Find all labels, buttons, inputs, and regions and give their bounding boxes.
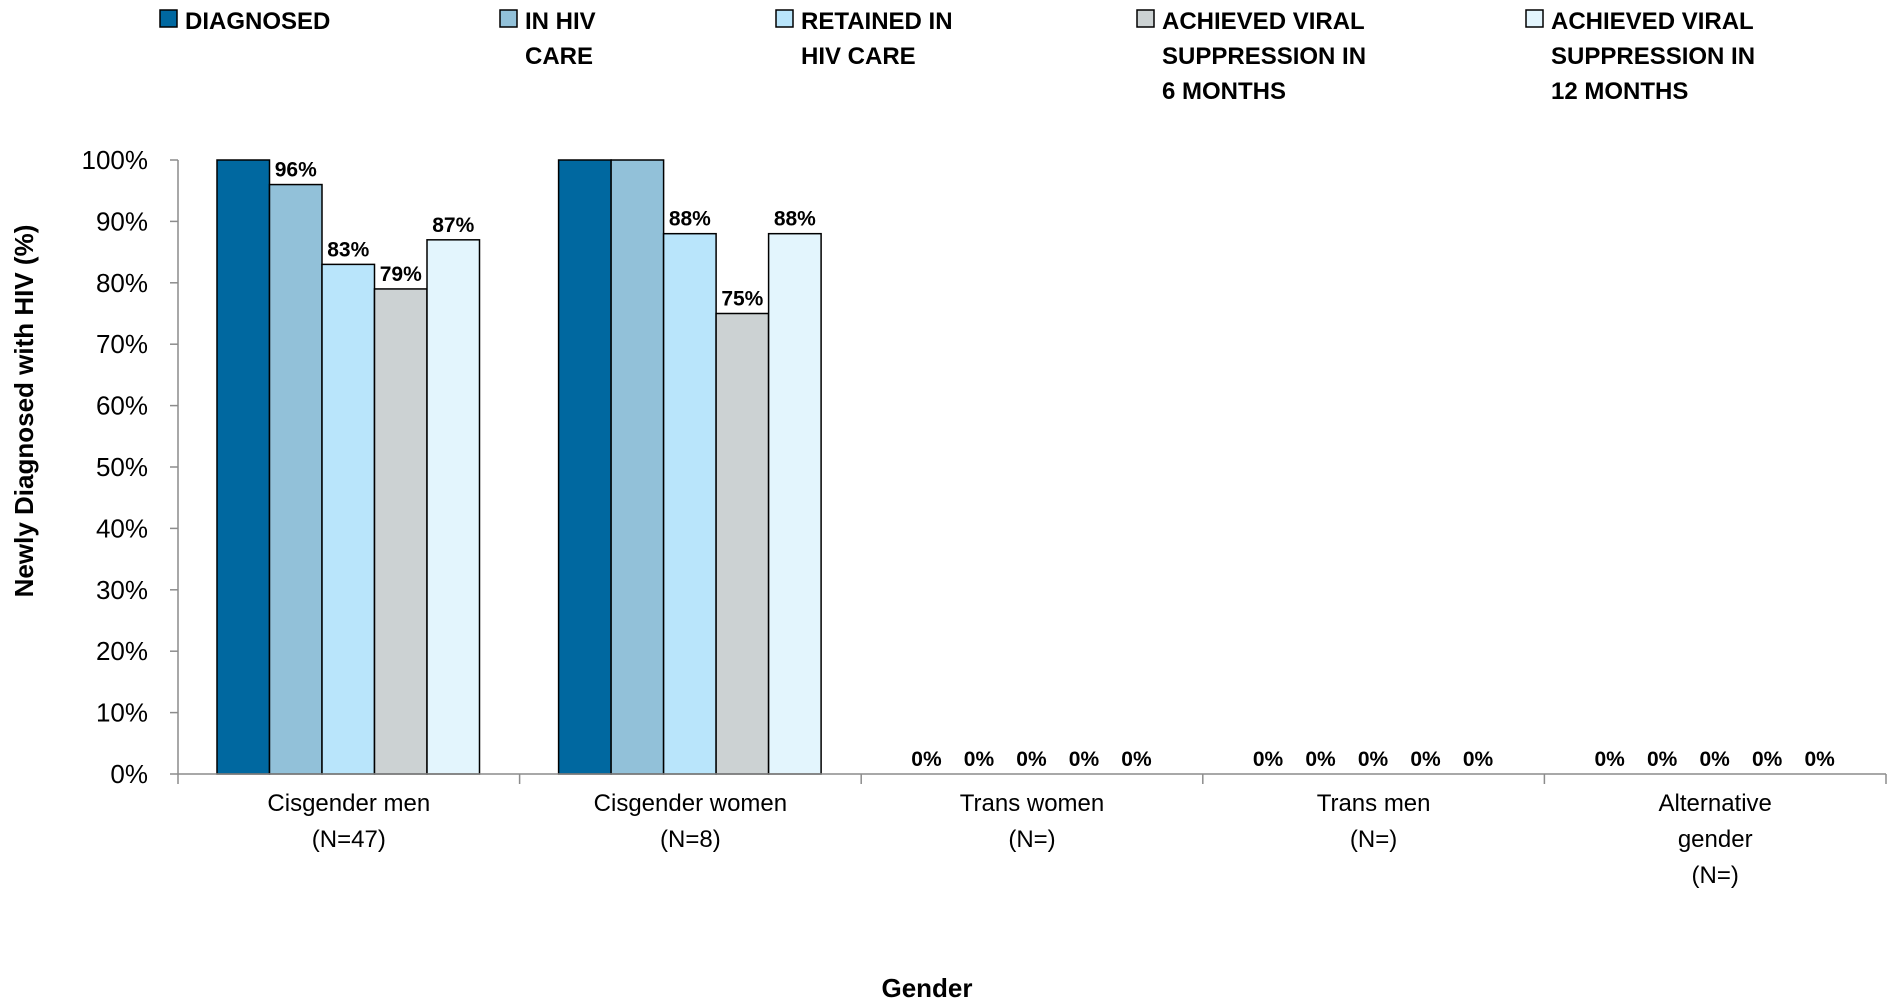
data-label: 0% [1069,748,1100,771]
x-category-label: Alternative [1659,790,1772,817]
data-label: 0% [1016,748,1047,771]
legend-swatch [775,9,794,28]
data-label: 88% [774,208,816,231]
data-label: 0% [1699,748,1730,771]
data-label: 0% [1463,748,1494,771]
y-tick-label: 70% [96,329,148,359]
y-axis: 0% 10% 20% 30% 40% 50% 60% 70% 80% 90% 100% [82,145,179,789]
y-tick-label: 50% [96,452,148,482]
data-label: 96% [275,159,317,182]
bars [216,159,822,775]
legend-item-3: RETAINED IN HIV CARE [775,8,953,70]
legend-swatch [1525,9,1544,28]
legend-label: RETAINED IN [801,8,953,35]
x-axis: Cisgender men (N=47) Cisgender women (N=8) T… [177,773,1887,889]
x-category-label: Trans women [960,790,1105,817]
bar [557,159,612,775]
legend-item-2: IN HIV CARE [499,8,596,70]
y-tick-label: 20% [96,636,148,666]
bar [662,232,717,775]
legend-label: IN HIV [525,8,596,35]
x-category-label: (N=47) [312,826,386,853]
y-tick-label: 0% [110,759,148,789]
legend-item-5: ACHIEVED VIRAL SUPPRESSION IN 12 MONTHS [1525,8,1755,105]
legend-label: 6 MONTHS [1162,78,1286,105]
x-axis-title: Gender [881,973,972,1003]
x-category-label: Cisgender women [594,790,787,817]
y-tick-label: 80% [96,268,148,298]
data-label: 79% [380,263,422,286]
data-label: 83% [327,238,369,261]
bar [373,288,428,775]
bar [610,159,665,775]
legend-label: ACHIEVED VIRAL [1162,8,1365,35]
data-label: 0% [1647,748,1678,771]
data-label: 0% [1752,748,1783,771]
y-tick-label: 40% [96,513,148,543]
y-tick-label: 60% [96,391,148,421]
y-tick-label: 90% [96,206,148,236]
x-category-label: (N=8) [660,826,721,853]
legend-swatch [499,9,518,28]
data-label: 0% [1253,748,1284,771]
data-label: 0% [1594,748,1625,771]
legend-item-1: DIAGNOSED [159,8,330,35]
data-label: 0% [964,748,995,771]
data-label: 0% [911,748,942,771]
legend-label: CARE [525,43,593,70]
legend-label: DIAGNOSED [185,8,330,35]
data-label: 87% [432,214,474,237]
y-tick-label: 100% [82,145,149,175]
legend-swatch [159,9,178,28]
data-label: 0% [1410,748,1441,771]
x-category-label: (N=) [1692,862,1739,889]
bar [426,239,481,775]
bar [715,312,770,775]
bar [268,183,323,775]
data-label: 0% [1305,748,1336,771]
y-tick-label: 10% [96,698,148,728]
bar [216,159,271,775]
legend-label: HIV CARE [801,43,916,70]
x-category-label: (N=) [1350,826,1397,853]
x-category-label: Cisgender men [267,790,430,817]
bar [321,263,376,775]
data-label: 75% [721,288,763,311]
y-axis-title: Newly Diagnosed with HIV (%) [9,225,39,598]
data-label: 0% [1804,748,1835,771]
data-label: 88% [669,208,711,231]
legend-label: SUPPRESSION IN [1551,43,1755,70]
data-label: 0% [1358,748,1389,771]
data-label: 0% [1121,748,1152,771]
legend: DIAGNOSED IN HIV CARE RETAINED IN HIV CARE AC… [159,8,1755,105]
legend-label: ACHIEVED VIRAL [1551,8,1754,35]
bar [767,232,822,775]
legend-item-4: ACHIEVED VIRAL SUPPRESSION IN 6 MONTHS [1136,8,1366,105]
x-category-label: (N=) [1008,826,1055,853]
legend-label: SUPPRESSION IN [1162,43,1366,70]
legend-label: 12 MONTHS [1551,78,1688,105]
x-category-label: gender [1678,826,1753,853]
data-labels: 96% 83% 79% 87% 88% 75% 88% 0% 0% 0% 0% 0% 0% 0% 0% 0% 0… [275,159,1835,771]
x-category-label: Trans men [1317,790,1431,817]
y-tick-label: 30% [96,575,148,605]
legend-swatch [1136,9,1155,28]
